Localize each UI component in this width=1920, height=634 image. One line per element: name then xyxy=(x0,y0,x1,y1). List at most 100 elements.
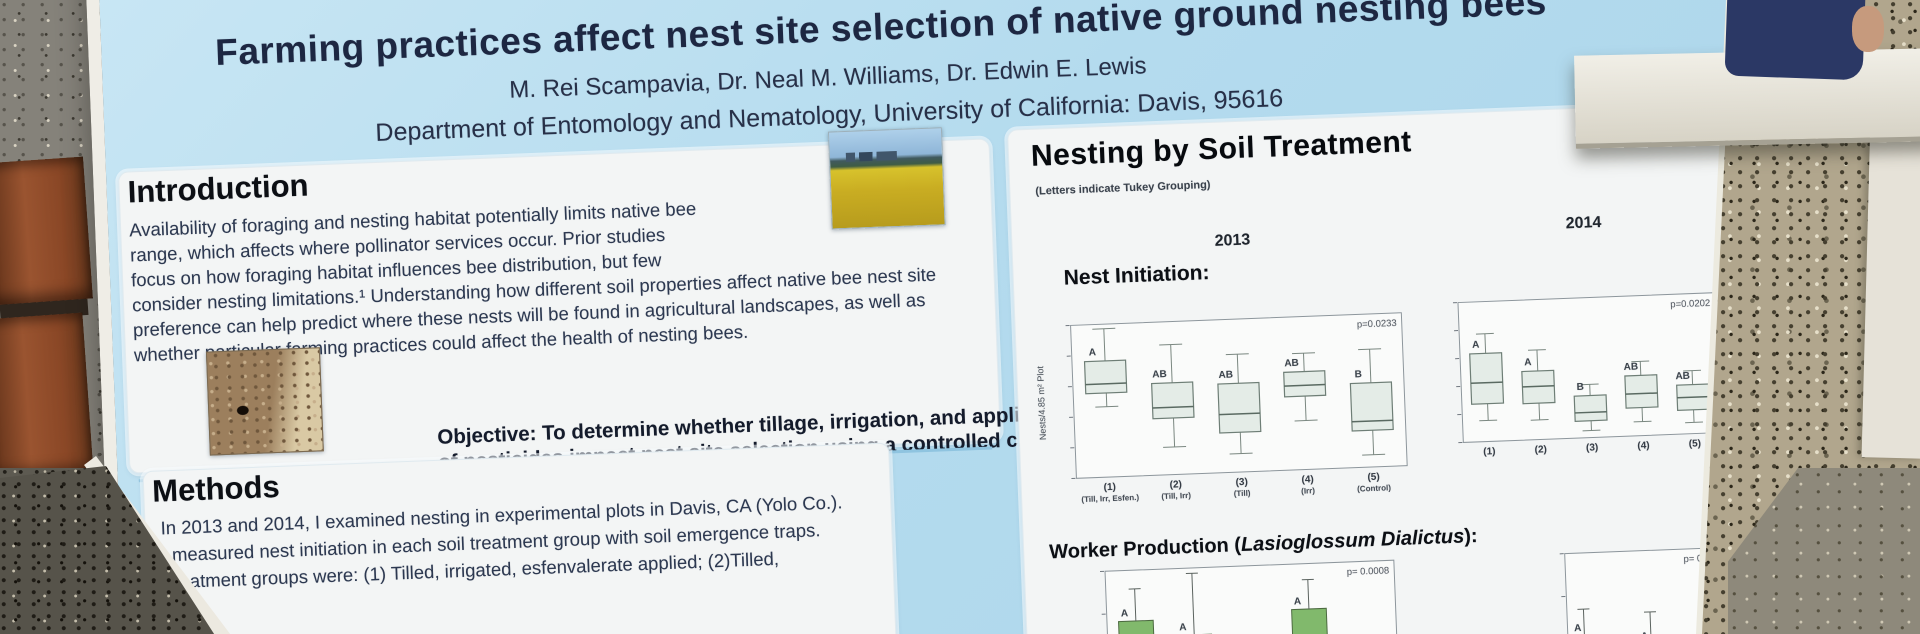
results-heading: Nesting by Soil Treatment xyxy=(1030,125,1413,173)
axis-category-number: (4) xyxy=(1637,440,1650,452)
tukey-letter: A xyxy=(1179,622,1187,633)
tukey-letter: A xyxy=(1089,347,1097,358)
whisker-cap-top xyxy=(1580,383,1599,386)
whisker-cap-top xyxy=(1475,332,1494,335)
whisker-cap-top xyxy=(1683,369,1701,372)
horizon-buildings xyxy=(845,151,898,162)
tukey-letter: AB xyxy=(1675,371,1690,383)
tukey-letter: A xyxy=(1472,340,1480,351)
whisker-cap-bottom xyxy=(1362,453,1386,456)
tukey-letter: A xyxy=(1574,623,1582,634)
median-line xyxy=(1152,405,1194,409)
nest-initiation-heading: Nest Initiation: xyxy=(1063,261,1210,290)
year-label-2014: 2014 xyxy=(1565,213,1602,233)
whisker-cap-top xyxy=(1092,327,1116,330)
methods-section: Methods In 2013 and 2014, I examined nes… xyxy=(142,442,904,634)
p-value-label: p= 0.0008 xyxy=(1347,565,1390,578)
axis-category-number: (1) xyxy=(1483,446,1496,458)
axis-category: (3) (Till) xyxy=(1209,476,1276,500)
box xyxy=(1349,381,1394,432)
whisker-cap-bottom xyxy=(1685,421,1703,424)
axis-category-treatment: (Till, Irr, Esfen.) xyxy=(1081,492,1140,505)
whisker-cap-top xyxy=(1291,352,1316,355)
tukey-letter: AB xyxy=(1152,369,1167,381)
error-whisker xyxy=(1582,609,1585,634)
median-line xyxy=(1284,383,1326,387)
axis-category: (2) (Till, Irr) xyxy=(1143,478,1210,502)
median-line xyxy=(1085,382,1127,386)
bar xyxy=(1291,607,1334,634)
axis-category-treatment: (Till) xyxy=(1233,488,1251,499)
whisker-cap-bottom xyxy=(1095,405,1119,408)
person-shoulder xyxy=(1724,0,1866,81)
box xyxy=(1217,381,1262,434)
whisker-cap-bottom xyxy=(1530,419,1549,421)
axis-category: (2) xyxy=(1515,443,1567,456)
results-section: Nesting by Soil Treatment (Letters indic… xyxy=(1007,101,1761,634)
error-whisker xyxy=(1191,573,1195,634)
axis-category: (3) xyxy=(1566,442,1618,455)
axis-category-treatment: (Till, Irr) xyxy=(1161,490,1192,502)
chart-frame xyxy=(1104,559,1403,634)
tukey-letter: B xyxy=(1576,382,1584,393)
whisker-cap-top xyxy=(1159,343,1183,346)
median-line xyxy=(1219,412,1261,416)
error-whisker xyxy=(1134,588,1137,621)
tukey-letter: A xyxy=(1641,631,1649,634)
tukey-letter: A xyxy=(1294,596,1302,607)
error-whisker xyxy=(1649,611,1652,634)
introduction-section: Introduction Availability of foraging an… xyxy=(117,127,1081,499)
year-label-2013: 2013 xyxy=(1214,231,1251,250)
median-line xyxy=(1574,410,1607,414)
whisker-cap-top xyxy=(1358,348,1382,351)
whisker-cap-bottom xyxy=(1294,419,1318,422)
error-whisker xyxy=(1307,579,1310,609)
methods-heading: Methods xyxy=(151,468,281,509)
worker-production-heading: Worker Production (Lasioglossum Dialictu… xyxy=(1048,524,1478,564)
nest-initiation-2013-boxplot: Nests/4.85 m² Plot p=0.0233 A AB AB AB B xyxy=(1035,312,1408,480)
whisker-cap-bottom xyxy=(1479,419,1498,422)
soil-nest-entrance-photo xyxy=(205,347,324,456)
box xyxy=(1469,352,1505,405)
axis-category: (4) xyxy=(1618,440,1670,453)
wooden-rail-lower xyxy=(0,312,94,480)
axis-category-number: (3) xyxy=(1585,442,1599,454)
whisker-cap-top xyxy=(1225,353,1249,356)
axis-category-treatment: (Irr) xyxy=(1301,486,1316,496)
wooden-rail-upper xyxy=(0,156,93,306)
whisker-cap-bottom xyxy=(1582,429,1601,432)
research-poster: Farming practices affect nest site selec… xyxy=(85,0,1772,634)
tukey-letter: AB xyxy=(1284,358,1299,370)
box xyxy=(1283,370,1327,398)
person-arm xyxy=(1852,6,1884,52)
introduction-heading: Introduction xyxy=(127,167,310,210)
concrete-ledge-bottom-right xyxy=(1728,468,1920,634)
p-value-label: p=0.0233 xyxy=(1357,318,1397,331)
median-line xyxy=(1625,392,1658,395)
median-line xyxy=(1470,381,1503,385)
box xyxy=(1624,374,1659,409)
box xyxy=(1573,394,1608,422)
y-axis-label: Nests/4.85 m² Plot xyxy=(1035,365,1048,440)
axis-category-number: (2) xyxy=(1534,444,1548,456)
flower-field-photo xyxy=(827,127,946,230)
whisker-cap-bottom xyxy=(1229,452,1253,455)
tukey-letter: A xyxy=(1524,357,1532,368)
tukey-letter: AB xyxy=(1623,361,1638,373)
axis-category: (5) (Control) xyxy=(1340,471,1407,495)
axis-category-treatment: (Control) xyxy=(1356,483,1392,494)
chart-frame xyxy=(1564,546,1740,634)
tukey-letter: B xyxy=(1354,369,1362,380)
white-post xyxy=(1861,117,1920,459)
bar xyxy=(1118,619,1161,634)
whisker-cap-top xyxy=(1631,360,1650,363)
whisker-cap-bottom xyxy=(1633,420,1652,423)
axis-category: (1) xyxy=(1464,445,1516,458)
p-value-label: p=0.0202 xyxy=(1670,298,1710,311)
whisker-cap-top xyxy=(1528,349,1546,351)
box xyxy=(1083,359,1128,395)
axis-category: (1) (Till, Irr, Esfen.) xyxy=(1077,481,1144,505)
